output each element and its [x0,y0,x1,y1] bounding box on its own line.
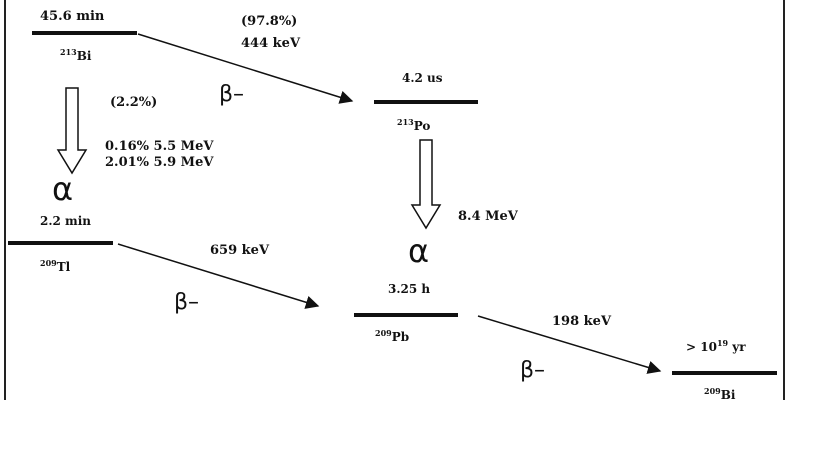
pb209-bi209-arrow [477,315,662,374]
bi213-tl209-branch: (2.2%) [110,95,157,110]
bi209-mass: 209 [704,386,721,396]
bi213-po213-arrow [137,33,354,104]
bi213-mass: 213 [60,47,77,57]
tl209-pb209-energy: 659 keV [210,243,270,258]
pb209-mass: 209 [375,328,392,338]
pb209-symbol: Pb [392,330,409,344]
bi209-label: 209Bi [704,386,736,402]
po213-pb209-arrow [410,139,442,230]
bi213-label: 213Bi [60,47,92,63]
bi209-symbol: Bi [721,388,736,402]
bi213-po213-branch: (97.8%) [241,14,297,29]
bi213-tl209-line1: 0.16% 5.5 MeV [105,139,214,154]
po213-symbol: Po [414,119,431,133]
po213-label: 213Po [397,117,430,133]
bi213-halflife: 45.6 min [40,9,105,24]
bi213-symbol: Bi [77,49,92,63]
tl209-symbol: Tl [57,260,71,274]
bi209-halflife-prefix: > 10 [686,340,717,354]
tl209-pb209-mode: β– [174,290,199,315]
tl209-halflife: 2.2 min [40,214,91,228]
bi213-tl209-arrow [56,87,88,175]
tl209-label: 209Tl [40,258,71,274]
bi209-halflife-exp: 19 [717,338,729,348]
bi213-tl209-line2: 2.01% 5.9 MeV [105,155,214,170]
pb209-bi209-energy: 198 keV [552,314,612,329]
po213-pb209-mode: α [408,232,429,270]
pb209-bi209-mode: β– [520,358,545,383]
bi209-halflife: > 1019 yr [686,338,746,354]
bi213-po213-mode: β– [219,82,244,107]
bi213-tl209-mode: α [52,170,73,208]
bi209-halflife-unit: yr [728,340,746,354]
tl209-mass: 209 [40,258,57,268]
po213-halflife: 4.2 us [402,71,443,85]
po213-pb209-energy: 8.4 MeV [458,209,519,224]
po213-mass: 213 [397,117,414,127]
tl209-pb209-arrow [117,243,320,309]
pb209-halflife: 3.25 h [388,282,430,296]
bi213-po213-energy: 444 keV [241,36,301,51]
pb209-label: 209Pb [375,328,409,344]
